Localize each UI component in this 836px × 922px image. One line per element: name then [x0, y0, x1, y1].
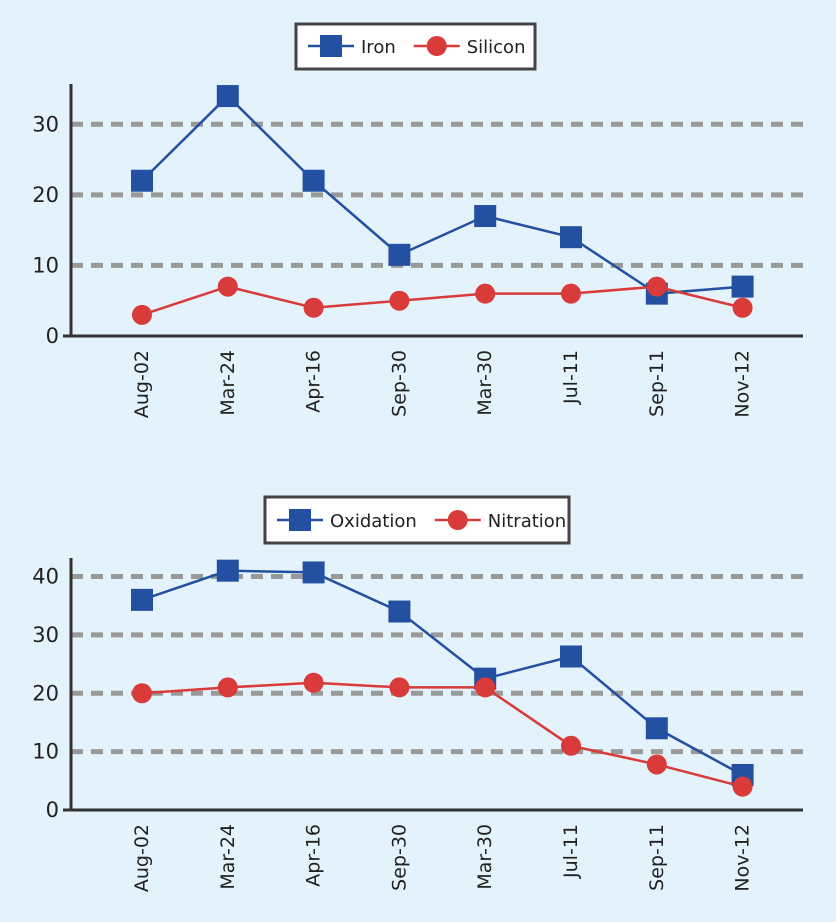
- data-point-oxidation: [388, 600, 411, 623]
- data-point-iron: [560, 226, 582, 249]
- series-line-silicon: [141, 285, 743, 317]
- y-tick-label: 30: [32, 623, 59, 647]
- series-line-oxidation: [141, 569, 744, 777]
- y-tick-label: 40: [32, 565, 59, 589]
- legend-label-nitration: Nitration: [488, 511, 566, 532]
- data-point-iron: [131, 169, 153, 192]
- y-tick-label: 20: [32, 183, 59, 207]
- legend-label-oxidation: Oxidation: [330, 511, 417, 532]
- data-point-oxidation: [216, 559, 239, 582]
- data-point-nitration: [217, 677, 238, 698]
- data-point-iron: [731, 275, 754, 298]
- data-point-silicon: [389, 290, 410, 311]
- x-tick-label: Aug-02: [131, 824, 153, 892]
- series-line-iron: [141, 94, 743, 295]
- data-point-silicon: [646, 276, 667, 297]
- legend-marker-silicon: [426, 36, 447, 56]
- data-point-nitration: [132, 683, 152, 704]
- x-tick-label: Sep-30: [388, 350, 410, 417]
- x-tick-label: Sep-30: [388, 824, 410, 891]
- x-tick-label: Mar-24: [217, 824, 239, 890]
- y-tick-label: 0: [46, 324, 59, 348]
- data-point-oxidation: [131, 588, 153, 611]
- legend-label-silicon: Silicon: [467, 37, 526, 58]
- y-tick-label: 20: [32, 681, 59, 705]
- x-tick-label: Jul-11: [560, 824, 582, 879]
- data-point-nitration: [303, 672, 324, 693]
- legend-marker-nitration: [447, 510, 468, 530]
- series-line-nitration: [141, 681, 743, 788]
- legend-box: [263, 495, 571, 545]
- data-point-iron: [388, 243, 411, 266]
- x-tick-label: Mar-30: [474, 824, 496, 890]
- data-point-silicon: [732, 297, 753, 318]
- x-tick-label: Sep-11: [646, 824, 668, 891]
- data-point-nitration: [475, 677, 496, 698]
- x-tick-label: Nov-12: [732, 350, 754, 418]
- x-tick-label: Mar-24: [217, 350, 239, 416]
- data-point-oxidation: [302, 561, 325, 584]
- x-tick-label: Apr-16: [303, 350, 325, 413]
- chart-2: 0 10 20 30 40 Aug-02 Mar-24 Apr-16 Sep-30 Mar-30 J…: [32, 495, 803, 892]
- legend-marker-oxidation: [289, 509, 311, 531]
- data-point-silicon: [561, 283, 581, 304]
- data-point-oxidation: [560, 645, 582, 668]
- data-point-iron: [474, 205, 497, 228]
- data-point-oxidation: [645, 717, 668, 740]
- y-tick-label: 10: [32, 740, 59, 764]
- data-point-nitration: [561, 735, 581, 756]
- legend-marker-iron: [320, 35, 342, 57]
- x-tick-label: Apr-16: [303, 824, 325, 887]
- legend-label-iron: Iron: [361, 37, 396, 58]
- data-point-silicon: [217, 276, 238, 297]
- data-point-iron: [302, 169, 325, 192]
- legend: Iron Silicon: [294, 22, 537, 71]
- x-tick-label: Nov-12: [732, 824, 754, 892]
- data-point-nitration: [646, 754, 667, 775]
- chart-1: 0 10 20 30 Aug-02 Mar-24 Apr-16 Sep-30 Mar-30 Jul…: [32, 22, 803, 418]
- x-tick-label: Mar-30: [474, 350, 496, 416]
- data-point-iron: [216, 85, 239, 108]
- legend: Oxidation Nitration: [263, 495, 571, 545]
- x-tick-label: Jul-11: [560, 350, 582, 405]
- x-tick-label: Sep-11: [646, 350, 668, 417]
- y-tick-label: 0: [46, 798, 59, 822]
- y-tick-label: 10: [32, 253, 59, 277]
- data-point-silicon: [132, 304, 152, 325]
- data-point-silicon: [303, 297, 324, 318]
- data-point-nitration: [389, 677, 410, 698]
- data-point-nitration: [732, 776, 753, 797]
- data-point-silicon: [475, 283, 496, 304]
- x-tick-label: Aug-02: [131, 350, 153, 418]
- y-tick-label: 30: [32, 112, 59, 136]
